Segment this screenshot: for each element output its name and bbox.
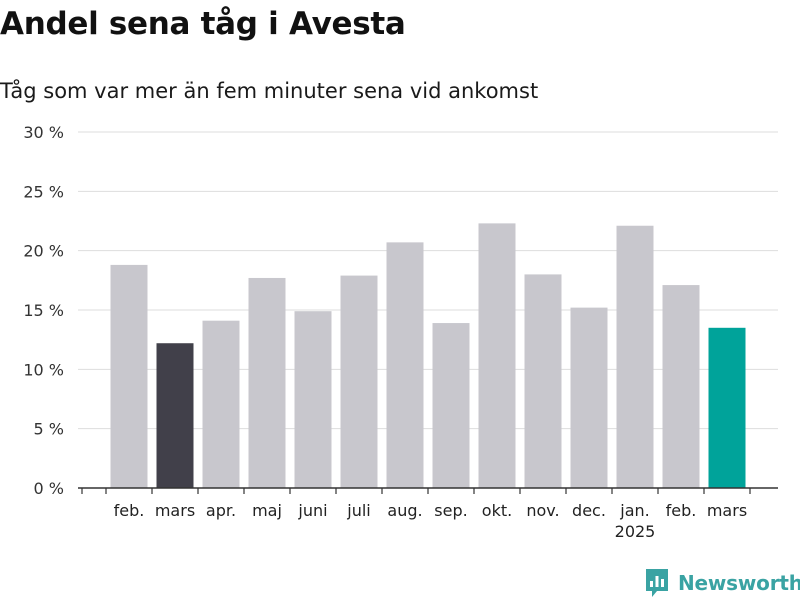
bar (202, 320, 240, 488)
y-axis-tick-labels: 0 % 5 % 10 % 15 % 20 % 25 % 30 % (23, 123, 64, 498)
x-tick-label: feb. (114, 501, 145, 520)
x-tick-label: apr. (206, 501, 236, 520)
y-tick-label: 30 % (23, 123, 64, 142)
y-tick-label: 10 % (23, 360, 64, 379)
bar (616, 225, 654, 488)
brand-name: Newsworthy (678, 571, 800, 595)
x-tick-label: feb. (666, 501, 697, 520)
x-tick-label: maj (252, 501, 282, 520)
x-tick-label: mars (155, 501, 195, 520)
bar (708, 327, 746, 488)
x-tick-label: jan. (619, 501, 649, 520)
x-tick-label: mars (707, 501, 747, 520)
x-year-label: 2025 (615, 522, 656, 541)
bar (386, 242, 424, 488)
x-tick-label: sep. (434, 501, 467, 520)
bar (340, 275, 378, 488)
chart-subtitle: Tåg som var mer än fem minuter sena vid … (0, 79, 539, 103)
gridlines (78, 131, 778, 430)
x-tick-label: nov. (526, 501, 559, 520)
chart-title: Andel sena tåg i Avesta (0, 6, 406, 42)
bar (156, 343, 194, 488)
x-tick-label: okt. (482, 501, 512, 520)
bars (110, 223, 746, 488)
x-tick-label: aug. (387, 501, 422, 520)
bar (294, 311, 332, 488)
y-tick-label: 5 % (34, 420, 64, 439)
bar (432, 323, 470, 488)
brand-logo: Newsworthy (644, 568, 800, 598)
x-axis (78, 487, 778, 494)
y-tick-label: 15 % (23, 301, 64, 320)
x-tick-label: juli (346, 501, 370, 520)
x-tick-label: juni (297, 501, 327, 520)
bar (478, 223, 516, 488)
bar (248, 277, 286, 488)
bar (662, 285, 700, 488)
y-tick-label: 25 % (23, 182, 64, 201)
x-axis-tick-labels: feb. mars apr. maj juni juli aug. sep. okt. nov. d… (114, 501, 748, 541)
y-tick-label: 0 % (34, 479, 64, 498)
newsworthy-logo-icon (646, 569, 668, 597)
bar (570, 307, 608, 488)
bar (110, 264, 148, 488)
bar (524, 274, 562, 488)
x-tick-label: dec. (572, 501, 606, 520)
y-tick-label: 20 % (23, 242, 64, 261)
